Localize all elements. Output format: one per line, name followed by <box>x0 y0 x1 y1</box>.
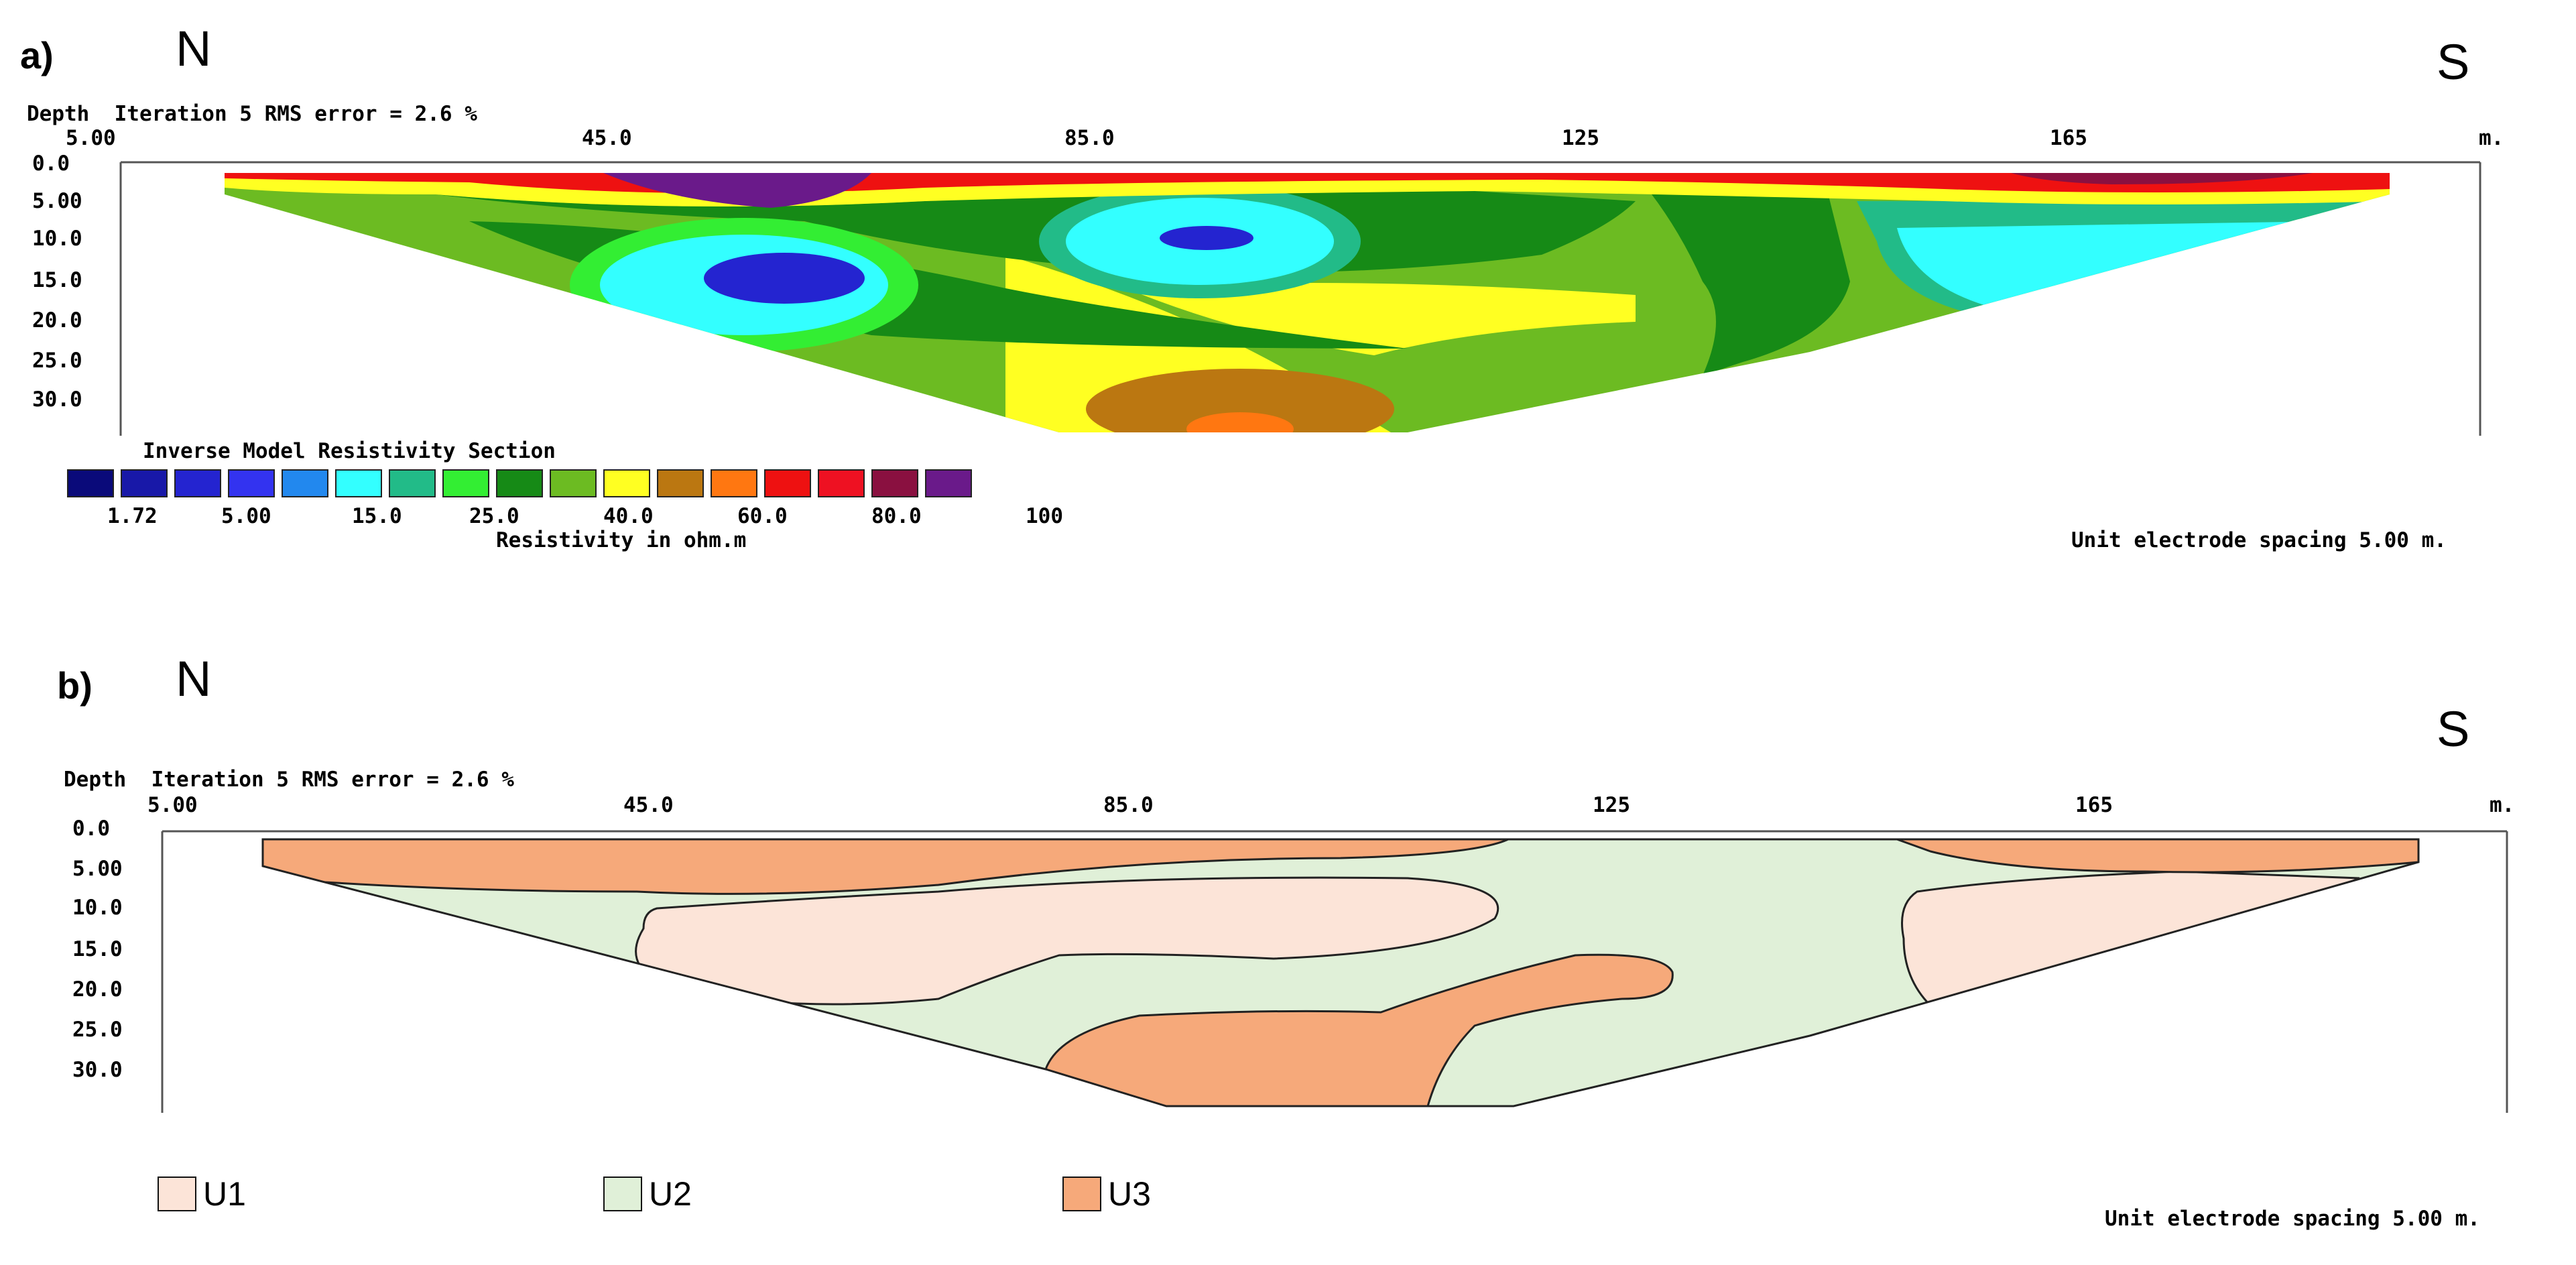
panel-b-depth-tick: 25.0 <box>72 1018 123 1042</box>
panel-a-depth-tick: 10.0 <box>32 227 82 251</box>
colorbar-tick: 15.0 <box>352 504 402 528</box>
panel-a-south-label: S <box>2437 34 2470 90</box>
colorbar-tick: 1.72 <box>107 504 158 528</box>
panel-b-depth-tick: 30.0 <box>72 1058 123 1082</box>
panel-b-xtick: 125 <box>1593 793 1630 817</box>
colorbar-tick: 40.0 <box>603 504 654 528</box>
colorbar-swatch <box>282 469 328 497</box>
section-a-top-purple <box>603 173 871 208</box>
panel-b-south-label: S <box>2437 701 2470 757</box>
panel-b-north-label: N <box>176 651 212 707</box>
panel-a-header: Depth Iteration 5 RMS error = 2.6 % <box>27 102 477 126</box>
section-a-orange-core <box>1186 412 1294 432</box>
colorbar-swatch <box>442 469 489 497</box>
colorbar-swatch <box>496 469 543 497</box>
panel-a-depth-tick: 30.0 <box>32 387 82 412</box>
panel-a-xtick: 5.00 <box>66 126 116 150</box>
section-a-yellow-body <box>1126 283 1636 355</box>
panel-b-depth-tick: 10.0 <box>72 896 123 920</box>
colorbar-swatch <box>818 469 865 497</box>
section-a-blue-1 <box>704 253 865 304</box>
colorbar-tick: 25.0 <box>469 504 519 528</box>
panel-b-section-outline <box>261 838 2420 1107</box>
section-a-blue-2 <box>1160 226 1253 250</box>
section-a-brown-body <box>1086 369 1394 432</box>
panel-b-label: b) <box>57 664 93 707</box>
colorbar-swatch <box>711 469 757 497</box>
panel-a-x-unit: m. <box>2479 126 2504 150</box>
colorbar-swatch <box>174 469 221 497</box>
legend-u2: U2 <box>603 1174 692 1213</box>
colorbar-swatch <box>603 469 650 497</box>
legend-u2-swatch <box>603 1177 642 1211</box>
colorbar-tick: 60.0 <box>737 504 788 528</box>
panel-a-depth-tick: 5.00 <box>32 189 82 213</box>
legend-u2-label: U2 <box>649 1175 692 1213</box>
colorbar-swatch <box>389 469 436 497</box>
panel-b-xtick: 5.00 <box>147 793 198 817</box>
panel-b-depth-tick: 15.0 <box>72 937 123 961</box>
panel-a-depth-tick: 15.0 <box>32 268 82 292</box>
panel-b-electrode-spacing: Unit electrode spacing 5.00 m. <box>2105 1207 2480 1231</box>
colorbar-tick: 80.0 <box>871 504 922 528</box>
colorbar-swatch <box>67 469 114 497</box>
colorbar-swatch <box>764 469 811 497</box>
panel-a-xtick: 125 <box>1562 126 1599 150</box>
panel-a-depth-tick: 0.0 <box>32 152 70 176</box>
colorbar-tick: 5.00 <box>221 504 271 528</box>
panel-a-north-label: N <box>176 21 212 76</box>
legend-u3-swatch <box>1062 1177 1101 1211</box>
panel-b-header: Depth Iteration 5 RMS error = 2.6 % <box>64 768 514 792</box>
section-a-darkgreen-south <box>1636 174 1850 375</box>
colorbar-swatch <box>657 469 704 497</box>
unit-u3-top-north <box>263 839 1509 895</box>
section-a-top-maroon <box>2011 173 2313 184</box>
panel-b-depth-tick: 0.0 <box>72 817 110 841</box>
unit-u3-top-south <box>1896 839 2418 874</box>
colorbar-swatch <box>335 469 382 497</box>
legend-u1-swatch <box>158 1177 196 1211</box>
colorbar-axis-label: Resistivity in ohm.m <box>496 528 747 552</box>
panel-a-xtick: 85.0 <box>1064 126 1115 150</box>
panel-a-colorbar <box>67 469 972 497</box>
panel-b-x-unit: m. <box>2490 793 2515 817</box>
unit-u3-body-deep <box>1044 953 1674 1106</box>
legend-u1: U1 <box>158 1174 246 1213</box>
panel-a-label: a) <box>20 34 54 76</box>
unit-u1-body-south <box>1901 870 2360 1007</box>
colorbar-swatch <box>550 469 597 497</box>
panel-b-depth-tick: 5.00 <box>72 857 123 881</box>
colorbar-tick: 100 <box>1026 504 1063 528</box>
panel-a-electrode-spacing: Unit electrode spacing 5.00 m. <box>2071 528 2447 552</box>
panel-a-xtick: 45.0 <box>582 126 632 150</box>
legend-u3-label: U3 <box>1108 1175 1151 1213</box>
panel-a-depth-tick: 20.0 <box>32 308 82 333</box>
panel-b-xtick: 85.0 <box>1103 793 1154 817</box>
panel-b-depth-tick: 20.0 <box>72 977 123 1002</box>
panel-b-xtick: 45.0 <box>623 793 674 817</box>
legend-u3: U3 <box>1062 1174 1151 1213</box>
colorbar-swatch <box>121 469 168 497</box>
panel-a-xtick: 165 <box>2050 126 2087 150</box>
colorbar-swatch <box>925 469 972 497</box>
colorbar-swatch <box>871 469 918 497</box>
panel-a-depth-tick: 25.0 <box>32 349 82 373</box>
colorbar-swatch <box>228 469 275 497</box>
legend-u1-label: U1 <box>203 1175 246 1213</box>
panel-b-xtick: 165 <box>2075 793 2113 817</box>
panel-a-legend-title: Inverse Model Resistivity Section <box>143 439 556 463</box>
